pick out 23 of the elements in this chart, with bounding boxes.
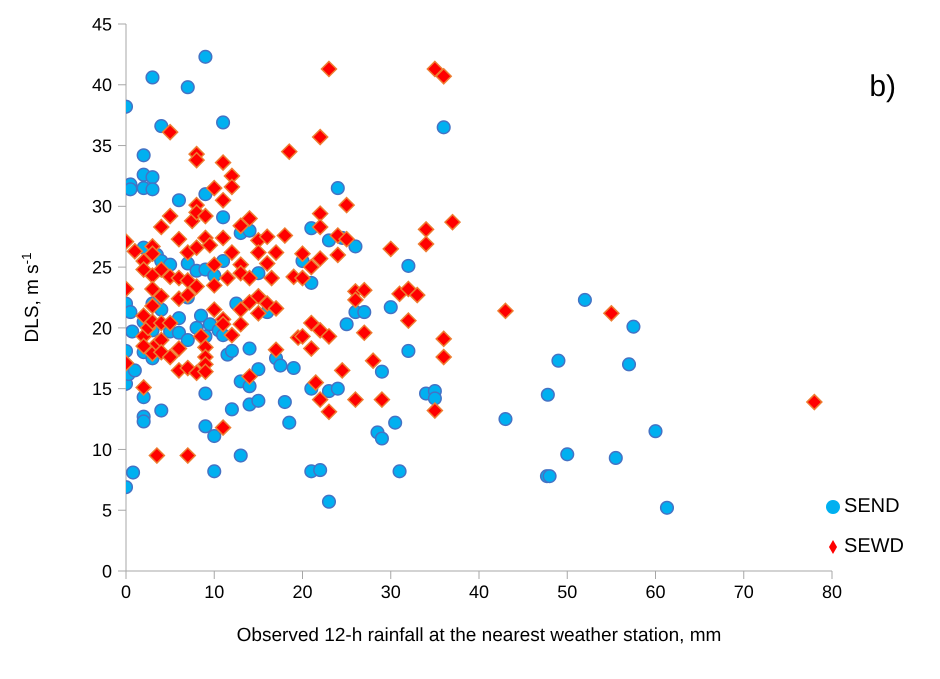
y-tick-label: 40 — [92, 75, 112, 96]
legend-label: SEND — [844, 495, 900, 517]
x-tick-label: 30 — [380, 582, 401, 602]
y-tick-label: 25 — [92, 258, 112, 278]
y-tick-label: 30 — [92, 196, 112, 217]
x-tick-label: 10 — [204, 582, 224, 602]
x-tick-label: 0 — [120, 582, 132, 602]
x-tick-label: 40 — [468, 582, 490, 602]
legend-label: SEWD — [844, 535, 904, 557]
x-tick-label: 20 — [292, 582, 313, 602]
x-axis-title: Observed 12-h rainfall at the nearest weather station, mm — [236, 625, 722, 646]
y-tick-label: 5 — [102, 500, 112, 521]
y-tick-label: 35 — [92, 136, 112, 156]
x-tick-label: 80 — [822, 582, 842, 602]
y-tick-label: 15 — [92, 379, 112, 400]
x-tick-label: 50 — [557, 582, 578, 602]
y-tick-label: 20 — [92, 318, 112, 338]
text: b) — [869, 70, 896, 104]
y-tick-label: 10 — [92, 440, 112, 460]
y-tick-label: 0 — [102, 561, 112, 582]
x-tick-label: 60 — [645, 582, 666, 602]
y-tick-label: 45 — [92, 14, 112, 34]
x-tick-label: 70 — [734, 582, 754, 602]
